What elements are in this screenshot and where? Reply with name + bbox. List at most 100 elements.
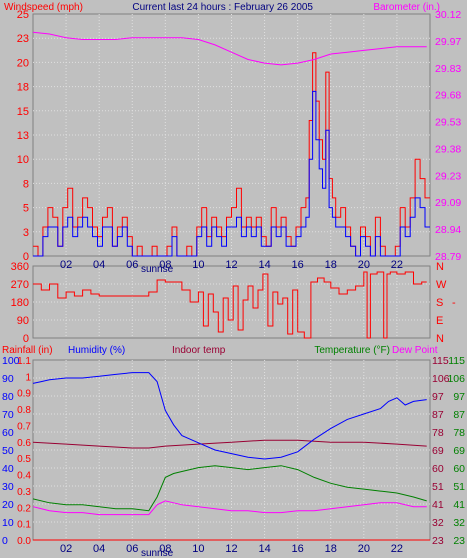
wind-ytick-label: 25: [17, 9, 29, 21]
temp-outer-ytick-label: 106: [447, 373, 465, 385]
wind-ytick-label: 13: [17, 130, 29, 142]
wind-xtick-label: 02: [60, 259, 72, 271]
temp-ytick-label: 78: [432, 427, 444, 439]
wind-xtick-label: 04: [93, 259, 105, 271]
wind-direction-series-line: [33, 271, 427, 339]
temperature-sunrise-label: sunrise: [141, 548, 174, 558]
wind-ytick-label: 8: [23, 178, 29, 190]
temp-ytick-label: 115: [432, 355, 449, 367]
humidity-ytick-label: 70: [2, 409, 14, 421]
rainfall-axis-label: Rainfall (in): [2, 345, 53, 356]
barometer-ytick-label: 29.83: [435, 63, 461, 75]
wind-xtick-label: 20: [358, 259, 370, 271]
dewpoint-axis-label: Dew Point: [392, 345, 438, 356]
temp-ytick-label: 60: [432, 463, 444, 475]
temperature-xtick-label: 16: [292, 543, 304, 555]
wind-ytick-label: 15: [17, 106, 29, 118]
rainfall-ytick-label: 1: [25, 372, 31, 383]
temp-ytick-label: 32: [432, 517, 444, 529]
temp-outer-ytick-label: 41: [453, 499, 465, 511]
temp-outer-ytick-label: 32: [453, 517, 465, 529]
direction-ytick-label: 360: [11, 261, 29, 273]
temp-outer-ytick-label: 60: [453, 463, 465, 475]
barometer-ytick-label: 28.94: [435, 224, 461, 236]
humidity-ytick-label: 90: [2, 373, 14, 385]
rainfall-ytick-label: 0.3: [17, 487, 31, 498]
compass-tick-label: N: [436, 333, 444, 345]
temp-outer-ytick-label: 78: [453, 427, 465, 439]
temperature-xtick-label: 02: [60, 543, 72, 555]
indoor-temp-series-line: [32, 439, 427, 449]
humidity-ytick-label: 80: [2, 391, 14, 403]
compass-tick-label: N: [436, 261, 444, 273]
temperature-xtick-label: 04: [93, 543, 105, 555]
temp-ytick-label: 51: [432, 481, 444, 493]
humidity-ytick-label: 30: [2, 481, 14, 493]
temp-ytick-label: 69: [432, 445, 444, 457]
temp-ytick-label: 97: [432, 391, 444, 403]
wind-ytick-label: 20: [17, 57, 29, 69]
direction-ytick-label: 0: [23, 333, 29, 345]
wind-ytick-label: 5: [23, 203, 29, 215]
temp-ytick-label: 87: [432, 409, 444, 421]
rainfall-ytick-label: 0.5: [17, 454, 31, 465]
barometer-ytick-label: 29.53: [435, 117, 461, 129]
temperature-xtick-label: 08: [159, 543, 171, 555]
temp-ytick-label: 23: [432, 535, 444, 547]
barometer-ytick-label: 29.23: [435, 170, 461, 182]
direction-ytick-label: 270: [11, 279, 29, 291]
dewpoint-series-line: [32, 500, 427, 516]
temp-outer-ytick-label: 97: [453, 391, 465, 403]
wind-avg-series-line: [33, 90, 430, 257]
wind-xtick-label: 12: [225, 259, 237, 271]
wind-xtick-label: 10: [192, 259, 204, 271]
wind-xtick-label: 08: [159, 259, 171, 271]
rainfall-ytick-label: 0.1: [17, 520, 31, 531]
barometer-axis-label: Barometer (in.): [373, 2, 440, 13]
barometer-series-line: [32, 31, 427, 66]
indoor-temp-label: Indoor temp: [172, 345, 226, 356]
barometer-ytick-label: 29.68: [435, 90, 461, 102]
wind-sunrise-label: sunrise: [141, 264, 174, 275]
barometer-ytick-label: 28.79: [435, 251, 461, 263]
temp-ytick-label: 106: [432, 373, 450, 385]
wind-ytick-label: 18: [17, 82, 29, 94]
wind-xtick-label: 22: [391, 259, 403, 271]
humidity-axis-label: Humidity (%): [68, 345, 125, 356]
rainfall-ytick-label: 1.1: [17, 356, 31, 367]
temperature-axis-label: Temperature (°F): [314, 345, 390, 356]
barometer-ytick-label: 29.09: [435, 197, 461, 209]
wind-xtick-label: 06: [126, 259, 138, 271]
temperature-series-line: [32, 465, 427, 512]
wind-xtick-label: 16: [292, 259, 304, 271]
humidity-ytick-label: 20: [2, 499, 14, 511]
humidity-ytick-label: 50: [2, 445, 14, 457]
windspeed-axis-label: Windspeed (mph): [4, 2, 83, 13]
chart-title: Current last 24 hours : February 26 2005: [132, 2, 313, 13]
wind-xtick-label: 14: [258, 259, 270, 271]
compass-tick-label: E: [436, 315, 443, 327]
direction-ytick-label: 180: [11, 297, 29, 309]
rainfall-ytick-label: 0.2: [17, 503, 31, 514]
temp-outer-ytick-label: 23: [453, 535, 465, 547]
wind-xtick-label: 18: [325, 259, 337, 271]
temp-outer-ytick-label: 69: [453, 445, 465, 457]
temperature-xtick-label: 12: [225, 543, 237, 555]
temperature-xtick-label: 10: [192, 543, 204, 555]
compass-tick-label: S: [436, 297, 443, 309]
humidity-ytick-label: 100: [2, 355, 20, 367]
temp-ytick-label: 41: [432, 499, 444, 511]
temperature-xtick-label: 18: [325, 543, 337, 555]
humidity-ytick-label: 60: [2, 427, 14, 439]
barometer-ytick-label: 29.38: [435, 143, 461, 155]
rainfall-ytick-label: 0.4: [17, 471, 31, 482]
humidity-ytick-label: 40: [2, 463, 14, 475]
temperature-xtick-label: 14: [258, 543, 270, 555]
wind-ytick-label: 23: [17, 33, 29, 45]
wind-ytick-label: 0: [23, 251, 29, 263]
compass-tick-label: W: [436, 279, 447, 291]
compass-dash-label: -: [452, 297, 456, 309]
humidity-ytick-label: 0: [2, 535, 8, 547]
temp-outer-ytick-label: 51: [453, 481, 465, 493]
